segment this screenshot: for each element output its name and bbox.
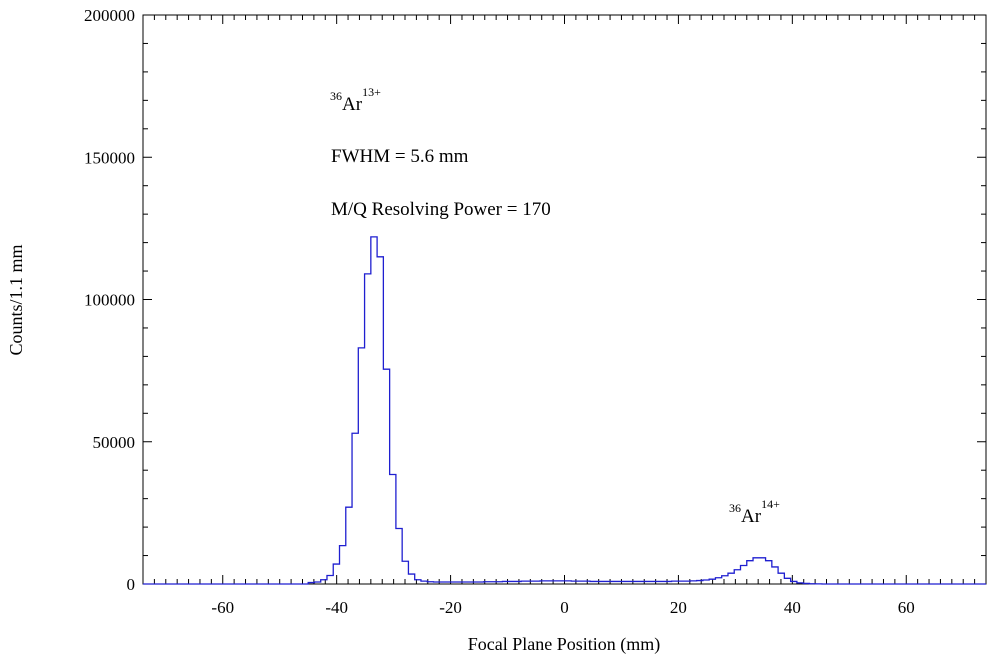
annotation-resolving-power: M/Q Resolving Power = 170 [331,199,551,220]
x-tick-label: 0 [560,598,569,617]
y-tick-label: 200000 [84,6,135,25]
plot-frame [142,14,987,585]
x-tick-label: -60 [211,598,234,617]
x-axis-title: Focal Plane Position (mm) [468,634,661,655]
annotation-fwhm: FWHM = 5.6 mm [331,146,469,167]
axis-ticks [142,14,987,585]
annotation-ar14-label: 36Ar14+ [729,497,780,527]
axis-tick-labels: -60 -40 -20 0 20 40 60 0 50000 100000 150000 200000 [84,6,915,617]
x-tick-label: 40 [784,598,801,617]
x-tick-label: -20 [439,598,462,617]
y-tick-label: 150000 [84,148,135,167]
y-tick-label: 100000 [84,291,135,310]
y-axis-title: Counts/1.1 mm [6,244,26,355]
y-tick-label: 0 [127,575,136,594]
annotation-ar13-label: 36Ar13+ [330,85,381,115]
x-tick-label: 20 [670,598,687,617]
x-tick-label: -40 [325,598,348,617]
histogram-line [143,236,986,585]
y-tick-label: 50000 [93,433,136,452]
x-tick-label: 60 [898,598,915,617]
